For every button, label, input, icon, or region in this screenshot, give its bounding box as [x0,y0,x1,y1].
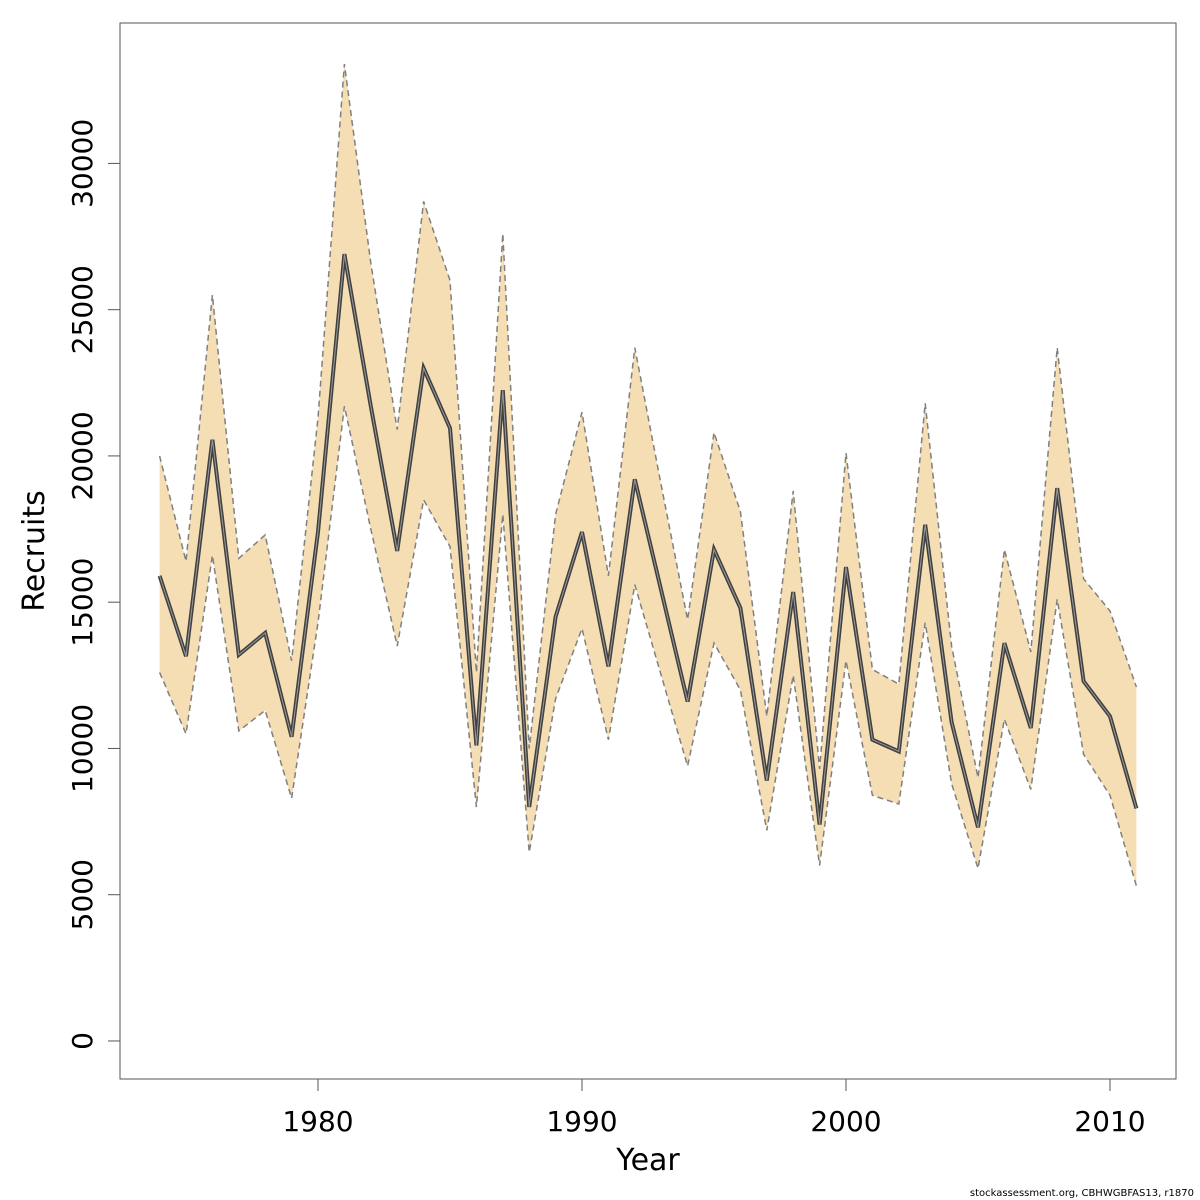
upper-bound-line [158,63,1138,778]
band-fill [159,64,1137,886]
estimate-line-inner [159,254,1137,828]
plot-frame [119,22,1177,1080]
credit-text: stockassessment.org, CBHWGBFAS13, r1870 [970,1188,1194,1199]
y-tick-label: 10000 [66,704,99,793]
recruits-series [157,253,1139,828]
x-tick-label: 1990 [546,1105,617,1138]
y-tick-label: 30000 [66,119,99,208]
confidence-band [158,63,1138,887]
x-tick-label: 2010 [1074,1105,1145,1138]
y-tick-label: 15000 [66,558,99,647]
y-tick-label: 5000 [66,859,99,930]
y-tick-label: 0 [66,1032,99,1050]
x-axis: 1980 1990 2000 2010 [282,1079,1146,1138]
y-axis: 0 5000 10000 15000 20000 25000 30000 [66,119,120,1050]
y-axis-title: Recruits [17,490,52,612]
x-axis-title: Year [615,1143,680,1178]
y-tick-label: 20000 [66,411,99,500]
x-tick-label: 1980 [282,1105,353,1138]
y-tick-label: 25000 [66,265,99,354]
x-tick-label: 2000 [810,1105,881,1138]
lower-bound-line [158,406,1138,887]
